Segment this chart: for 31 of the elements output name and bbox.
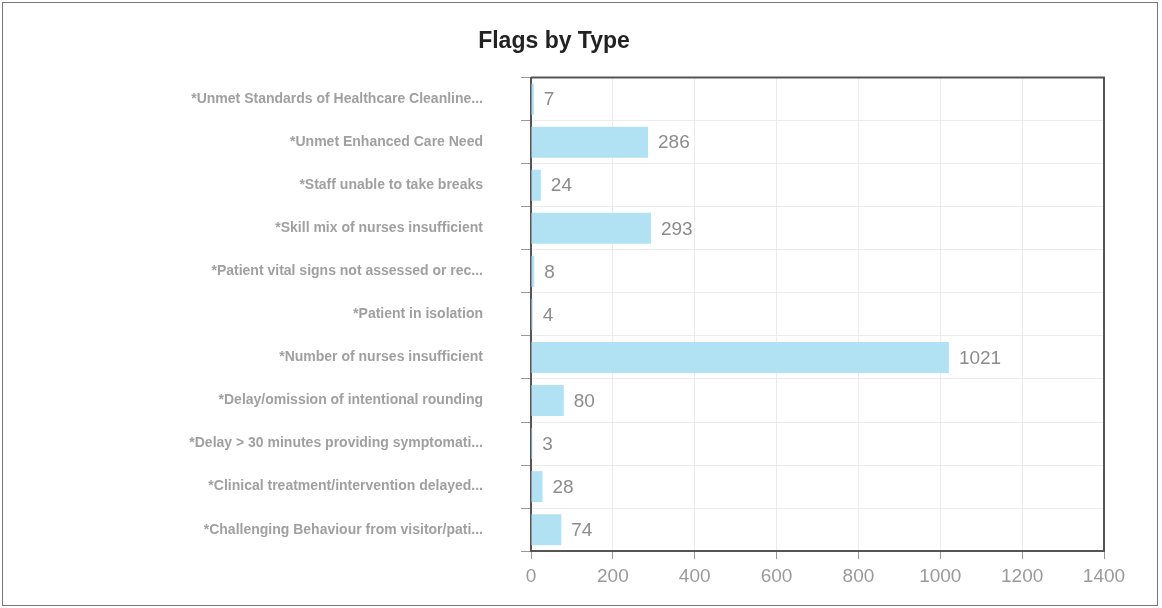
x-tick-label: 800 bbox=[842, 564, 875, 586]
x-tick-label: 1400 bbox=[1082, 564, 1126, 586]
data-label: 7 bbox=[543, 88, 555, 110]
chart-title: Flags by Type bbox=[478, 27, 630, 54]
data-label: 1021 bbox=[958, 346, 1002, 368]
y-tick-label: *Delay/omission of intentional rounding bbox=[218, 391, 483, 408]
y-tick-label: *Unmet Standards of Healthcare Cleanline... bbox=[191, 89, 483, 106]
x-tick-label: 1200 bbox=[1001, 564, 1044, 586]
y-tick-label: *Skill mix of nurses insufficient bbox=[275, 219, 484, 236]
data-label: 24 bbox=[550, 174, 573, 196]
x-tick-label: 400 bbox=[678, 564, 711, 586]
y-tick-label: *Challenging Behaviour from visitor/pati... bbox=[203, 520, 483, 537]
data-label: 80 bbox=[573, 389, 595, 411]
y-tick-label: *Number of nurses insufficient bbox=[279, 348, 484, 365]
y-tick-label: *Patient in isolation bbox=[353, 305, 483, 322]
data-label: 28 bbox=[552, 475, 574, 497]
y-tick-label: *Unmet Enhanced Care Need bbox=[290, 133, 483, 150]
y-tick-label: *Patient vital signs not assessed or rec... bbox=[211, 262, 483, 279]
x-tick-label: 0 bbox=[525, 564, 537, 586]
y-tick-label: *Clinical treatment/intervention delayed... bbox=[208, 477, 483, 494]
y-tick-label: *Delay > 30 minutes providing symptomati... bbox=[189, 434, 483, 451]
x-tick-label: 1000 bbox=[919, 564, 962, 586]
data-label: 74 bbox=[571, 518, 593, 540]
x-tick-label: 600 bbox=[760, 564, 793, 586]
data-label: 8 bbox=[544, 260, 555, 282]
data-label: 286 bbox=[658, 131, 690, 153]
data-label: 293 bbox=[660, 217, 693, 239]
y-tick-label: *Staff unable to take breaks bbox=[299, 176, 484, 193]
data-label: 3 bbox=[542, 432, 553, 454]
x-tick-label: 200 bbox=[597, 564, 629, 586]
data-label: 4 bbox=[542, 303, 554, 325]
